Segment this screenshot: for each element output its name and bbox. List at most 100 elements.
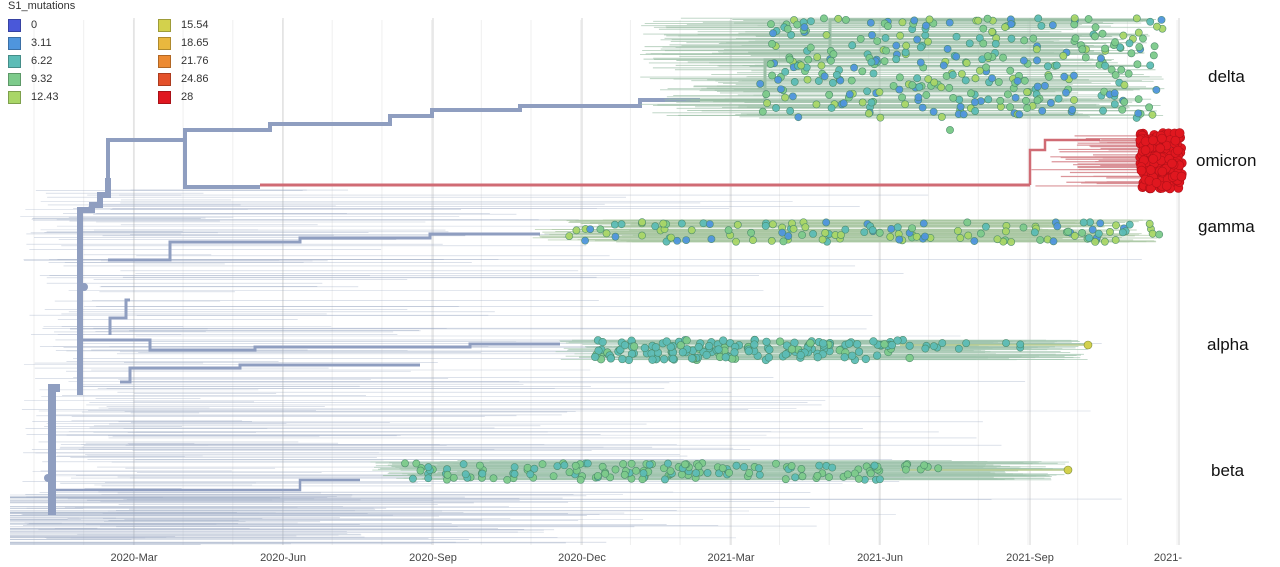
clade-label-alpha[interactable]: alpha (1207, 335, 1249, 354)
delta-tip (820, 72, 829, 81)
clade-label-beta[interactable]: beta (1211, 461, 1245, 480)
gamma-tip (699, 219, 708, 228)
legend-swatch (158, 90, 171, 104)
gamma-tip (732, 237, 740, 246)
gamma-tip (682, 236, 691, 244)
beta-tip (611, 465, 620, 474)
delta-tip (794, 113, 803, 122)
internal-node (80, 283, 88, 291)
delta-tip (949, 94, 958, 102)
delta-tip (1084, 15, 1093, 23)
legend-item[interactable]: 15.54 (158, 17, 248, 33)
delta-tip (858, 98, 867, 107)
beta-tip (843, 470, 852, 479)
legend-item[interactable]: 28 (158, 89, 248, 105)
gamma-tip (638, 218, 646, 227)
background-branches (10, 189, 1142, 545)
alpha-tip (606, 354, 615, 363)
beta-tip (510, 463, 519, 471)
axis-tick-label: 2021-Sep (1006, 552, 1054, 564)
delta-tip (1020, 36, 1029, 45)
backbone-branch (108, 232, 540, 262)
beta-tip (825, 473, 833, 482)
delta-tip (803, 75, 812, 84)
delta-tip (806, 43, 815, 52)
alpha-tip (762, 337, 771, 346)
delta-tip (783, 25, 792, 33)
alpha-tip (781, 350, 790, 359)
legend-item[interactable]: 12.43 (8, 89, 158, 105)
axis-tick-label: 2020-Mar (110, 552, 158, 564)
alpha-tip (962, 339, 971, 348)
legend-item[interactable]: 21.76 (158, 53, 248, 69)
alpha-tip (1016, 340, 1025, 349)
delta-tip (758, 107, 767, 116)
omicron-tip (1148, 154, 1158, 164)
legend-label: 15.54 (181, 19, 209, 31)
legend-item[interactable]: 18.65 (158, 35, 248, 51)
delta-tip (1152, 86, 1161, 94)
gamma-tip (1094, 229, 1103, 238)
beta-tip (815, 461, 824, 470)
delta-tip (889, 81, 898, 90)
legend-item[interactable]: 3.11 (8, 35, 158, 51)
delta-tip (788, 92, 797, 101)
legend-item[interactable]: 9.32 (8, 71, 158, 87)
gamma-tip (610, 220, 619, 229)
delta-tip (946, 126, 954, 134)
gamma-tip (912, 232, 921, 241)
legend-item[interactable]: 0 (8, 17, 158, 33)
beta-tip (478, 469, 487, 478)
delta-tip (817, 61, 826, 70)
gamma-tip (895, 235, 904, 244)
delta-tip (1133, 60, 1142, 69)
delta-tip (1146, 17, 1155, 26)
alpha-tip (854, 347, 864, 356)
gamma-tip (1112, 221, 1120, 230)
gamma-tip (860, 228, 869, 237)
beta-tip (571, 461, 580, 470)
delta-tip (922, 91, 931, 99)
omicron-tip (1145, 165, 1156, 175)
delta-tip (769, 29, 777, 38)
gamma-tip (886, 233, 895, 241)
alpha-tip (806, 339, 815, 348)
gamma-tip (1030, 228, 1039, 237)
delta-tip (898, 18, 907, 27)
delta-tip (895, 73, 904, 82)
alpha-tip (682, 336, 691, 345)
gamma-tip (908, 224, 917, 233)
delta-tip (813, 53, 822, 61)
clade-label-omicron[interactable]: omicron (1196, 151, 1257, 170)
delta-tip (930, 78, 939, 87)
beta-tip (645, 460, 654, 469)
clade-label-gamma[interactable]: gamma (1198, 217, 1255, 236)
clade-label-delta[interactable]: delta (1208, 67, 1245, 86)
gamma-tip (964, 231, 973, 240)
delta-tip (1046, 99, 1055, 107)
alpha-tip (848, 351, 857, 360)
alpha-tip (721, 353, 730, 362)
gamma-tip (1053, 222, 1062, 231)
gamma-tip (1100, 237, 1109, 246)
beta-tip (401, 459, 409, 468)
legend-item[interactable]: 24.86 (158, 71, 248, 87)
backbone-branch (50, 478, 360, 492)
legend-item[interactable]: 6.22 (8, 53, 158, 69)
beta-tip (565, 468, 574, 477)
delta-tip (876, 113, 885, 122)
delta-tip (901, 48, 910, 57)
alpha-tip (813, 353, 822, 362)
beta-tip (619, 460, 628, 468)
delta-tip (800, 23, 809, 32)
delta-tip (1070, 96, 1078, 104)
gamma-tip (1088, 225, 1097, 234)
gamma-tip (798, 231, 807, 239)
delta-tip (880, 57, 889, 66)
delta-tip (1070, 71, 1078, 80)
delta-tip (768, 39, 776, 48)
gamma-tip (1091, 238, 1100, 246)
omicron-tip (1157, 166, 1168, 177)
delta-tip (939, 61, 948, 70)
gamma-tip (818, 235, 827, 244)
